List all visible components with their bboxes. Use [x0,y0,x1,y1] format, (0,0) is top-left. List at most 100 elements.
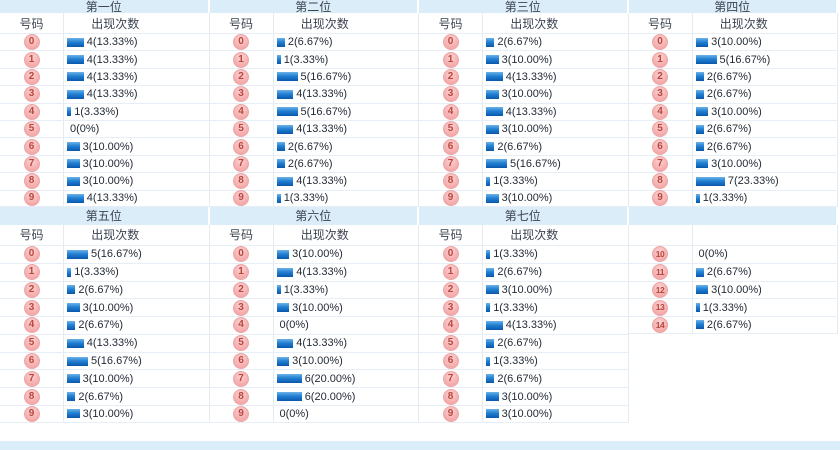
count-cell: 3(10.00%) [274,299,419,316]
number-cell: 2 [210,68,274,86]
number-badge: 2 [442,68,459,85]
number-badge: 1 [233,264,249,281]
frequency-label: 4(13.33%) [86,88,138,101]
number-badge: 8 [23,173,40,190]
number-badge: 9 [652,190,668,207]
table-row: 14 2(6.67%) [628,316,838,334]
number-badge: 4 [233,103,249,120]
table-row: 9 1(3.33%) [209,189,419,207]
frequency-label: 4(13.33%) [296,123,348,136]
count-cell: 5(16.67%) [483,156,628,172]
section-title: 第三位 [419,0,629,13]
table-row: 13 1(3.33%) [628,298,838,317]
count-cell: 4(13.33%) [64,335,209,352]
section-title: 第七位 [419,206,629,225]
count-cell: 2(6.67%) [693,138,838,154]
number-cell: 4 [210,317,274,334]
frequency-bar [695,72,704,82]
frequency-label: 3(10.00%) [501,283,553,296]
count-cell: 5(16.67%) [693,51,838,67]
number-cell: 1 [210,51,274,68]
frequency-bar [276,176,294,186]
count-cell: 4(13.33%) [64,51,209,67]
count-cell: 4(13.33%) [64,86,209,102]
number-cell: 5 [629,120,693,138]
frequency-bar [695,107,709,117]
number-cell: 0 [629,34,693,51]
frequency-label: 3(10.00%) [711,157,762,170]
table-row: 12 3(10.00%) [628,280,838,299]
frequency-label: 2(6.67%) [497,266,543,279]
count-cell: 1(3.33%) [693,191,838,206]
number-badge: 1 [652,51,668,68]
count-cell: 2(6.67%) [693,86,838,102]
table-row: 4 4(13.33%) [419,102,629,120]
frequency-label: 4(13.33%) [86,337,138,350]
table-row: 9 3(10.00%) [419,405,629,423]
number-badge: 5 [233,121,249,138]
number-badge: 1 [23,264,40,281]
number-column-header [629,224,693,245]
frequency-label: 3(10.00%) [501,407,553,420]
number-badge: 6 [23,138,40,155]
section-title: 第六位 [209,206,419,225]
number-badge: 4 [233,317,249,334]
count-cell: 3(10.00%) [64,156,209,172]
number-badge: 0 [233,246,249,263]
number-column-header: 号码 [0,224,64,245]
table-row: 7 6(20.00%) [209,369,419,388]
number-badge: 13 [652,299,668,316]
table-row: 3 2(6.67%) [628,85,838,103]
frequency-label: 4(13.33%) [296,337,348,350]
number-cell: 1 [0,51,64,68]
frequency-label: 1(3.33%) [74,266,119,279]
count-cell: 1(3.33%) [64,104,209,120]
count-column-header: 出现次数 [510,228,559,243]
number-cell: 9 [629,190,693,207]
count-cell: 6(20.00%) [274,388,419,405]
number-cell: 3 [210,86,274,103]
count-column-header: 出现次数 [719,16,768,31]
number-badge: 7 [23,155,40,172]
number-cell: 7 [0,370,64,388]
frequency-label: 2(6.67%) [287,140,333,153]
frequency-bar [486,267,495,277]
frequency-label: 2(6.67%) [497,372,543,385]
position-section-3: 第三位 号码 出现次数 0 2(6.67%) 1 3(10.00%) 2 4(13.33%) 3 3… [419,0,629,207]
number-cell: 11 [629,263,693,281]
frequency-label: 4(13.33%) [86,53,138,66]
frequency-label: 3(10.00%) [82,140,134,153]
number-cell: 4 [419,103,483,120]
frequency-bar [67,374,80,384]
number-badge: 7 [442,370,459,387]
number-badge: 2 [23,281,40,298]
frequency-bar [695,55,717,65]
number-cell: 9 [419,405,483,422]
count-cell: 1(3.33%) [693,299,838,316]
table-row: 0 4(13.33%) [0,33,210,51]
table-row: 2 2(6.67%) [0,280,210,299]
table-row: 2 4(13.33%) [419,67,629,86]
number-badge: 8 [23,388,40,405]
frequency-bar [695,159,709,169]
table-row: 2 2(6.67%) [628,67,838,86]
count-cell: 4(13.33%) [274,121,419,137]
number-cell: 7 [210,155,274,173]
number-badge: 2 [233,281,249,298]
number-cell: 5 [210,120,274,138]
number-cell: 6 [210,352,274,370]
frequency-label: 3(10.00%) [292,355,343,368]
frequency-label: 3(10.00%) [292,248,343,261]
table-row: 1 3(10.00%) [419,50,629,68]
table-row: 1 4(13.33%) [0,50,210,68]
frequency-label: 2(6.67%) [706,70,752,83]
frequency-bar [486,176,491,186]
number-badge: 3 [652,86,668,103]
count-cell: 2(6.67%) [274,138,419,154]
number-cell: 3 [0,86,64,103]
table-row: 5 0(0%) [0,119,210,138]
number-badge: 0 [233,34,249,51]
positions-table-top: 第一位 号码 出现次数 0 4(13.33%) 1 4(13.33%) 2 4(13.33%) 3… [0,0,838,207]
table-row: 6 3(10.00%) [209,351,419,370]
